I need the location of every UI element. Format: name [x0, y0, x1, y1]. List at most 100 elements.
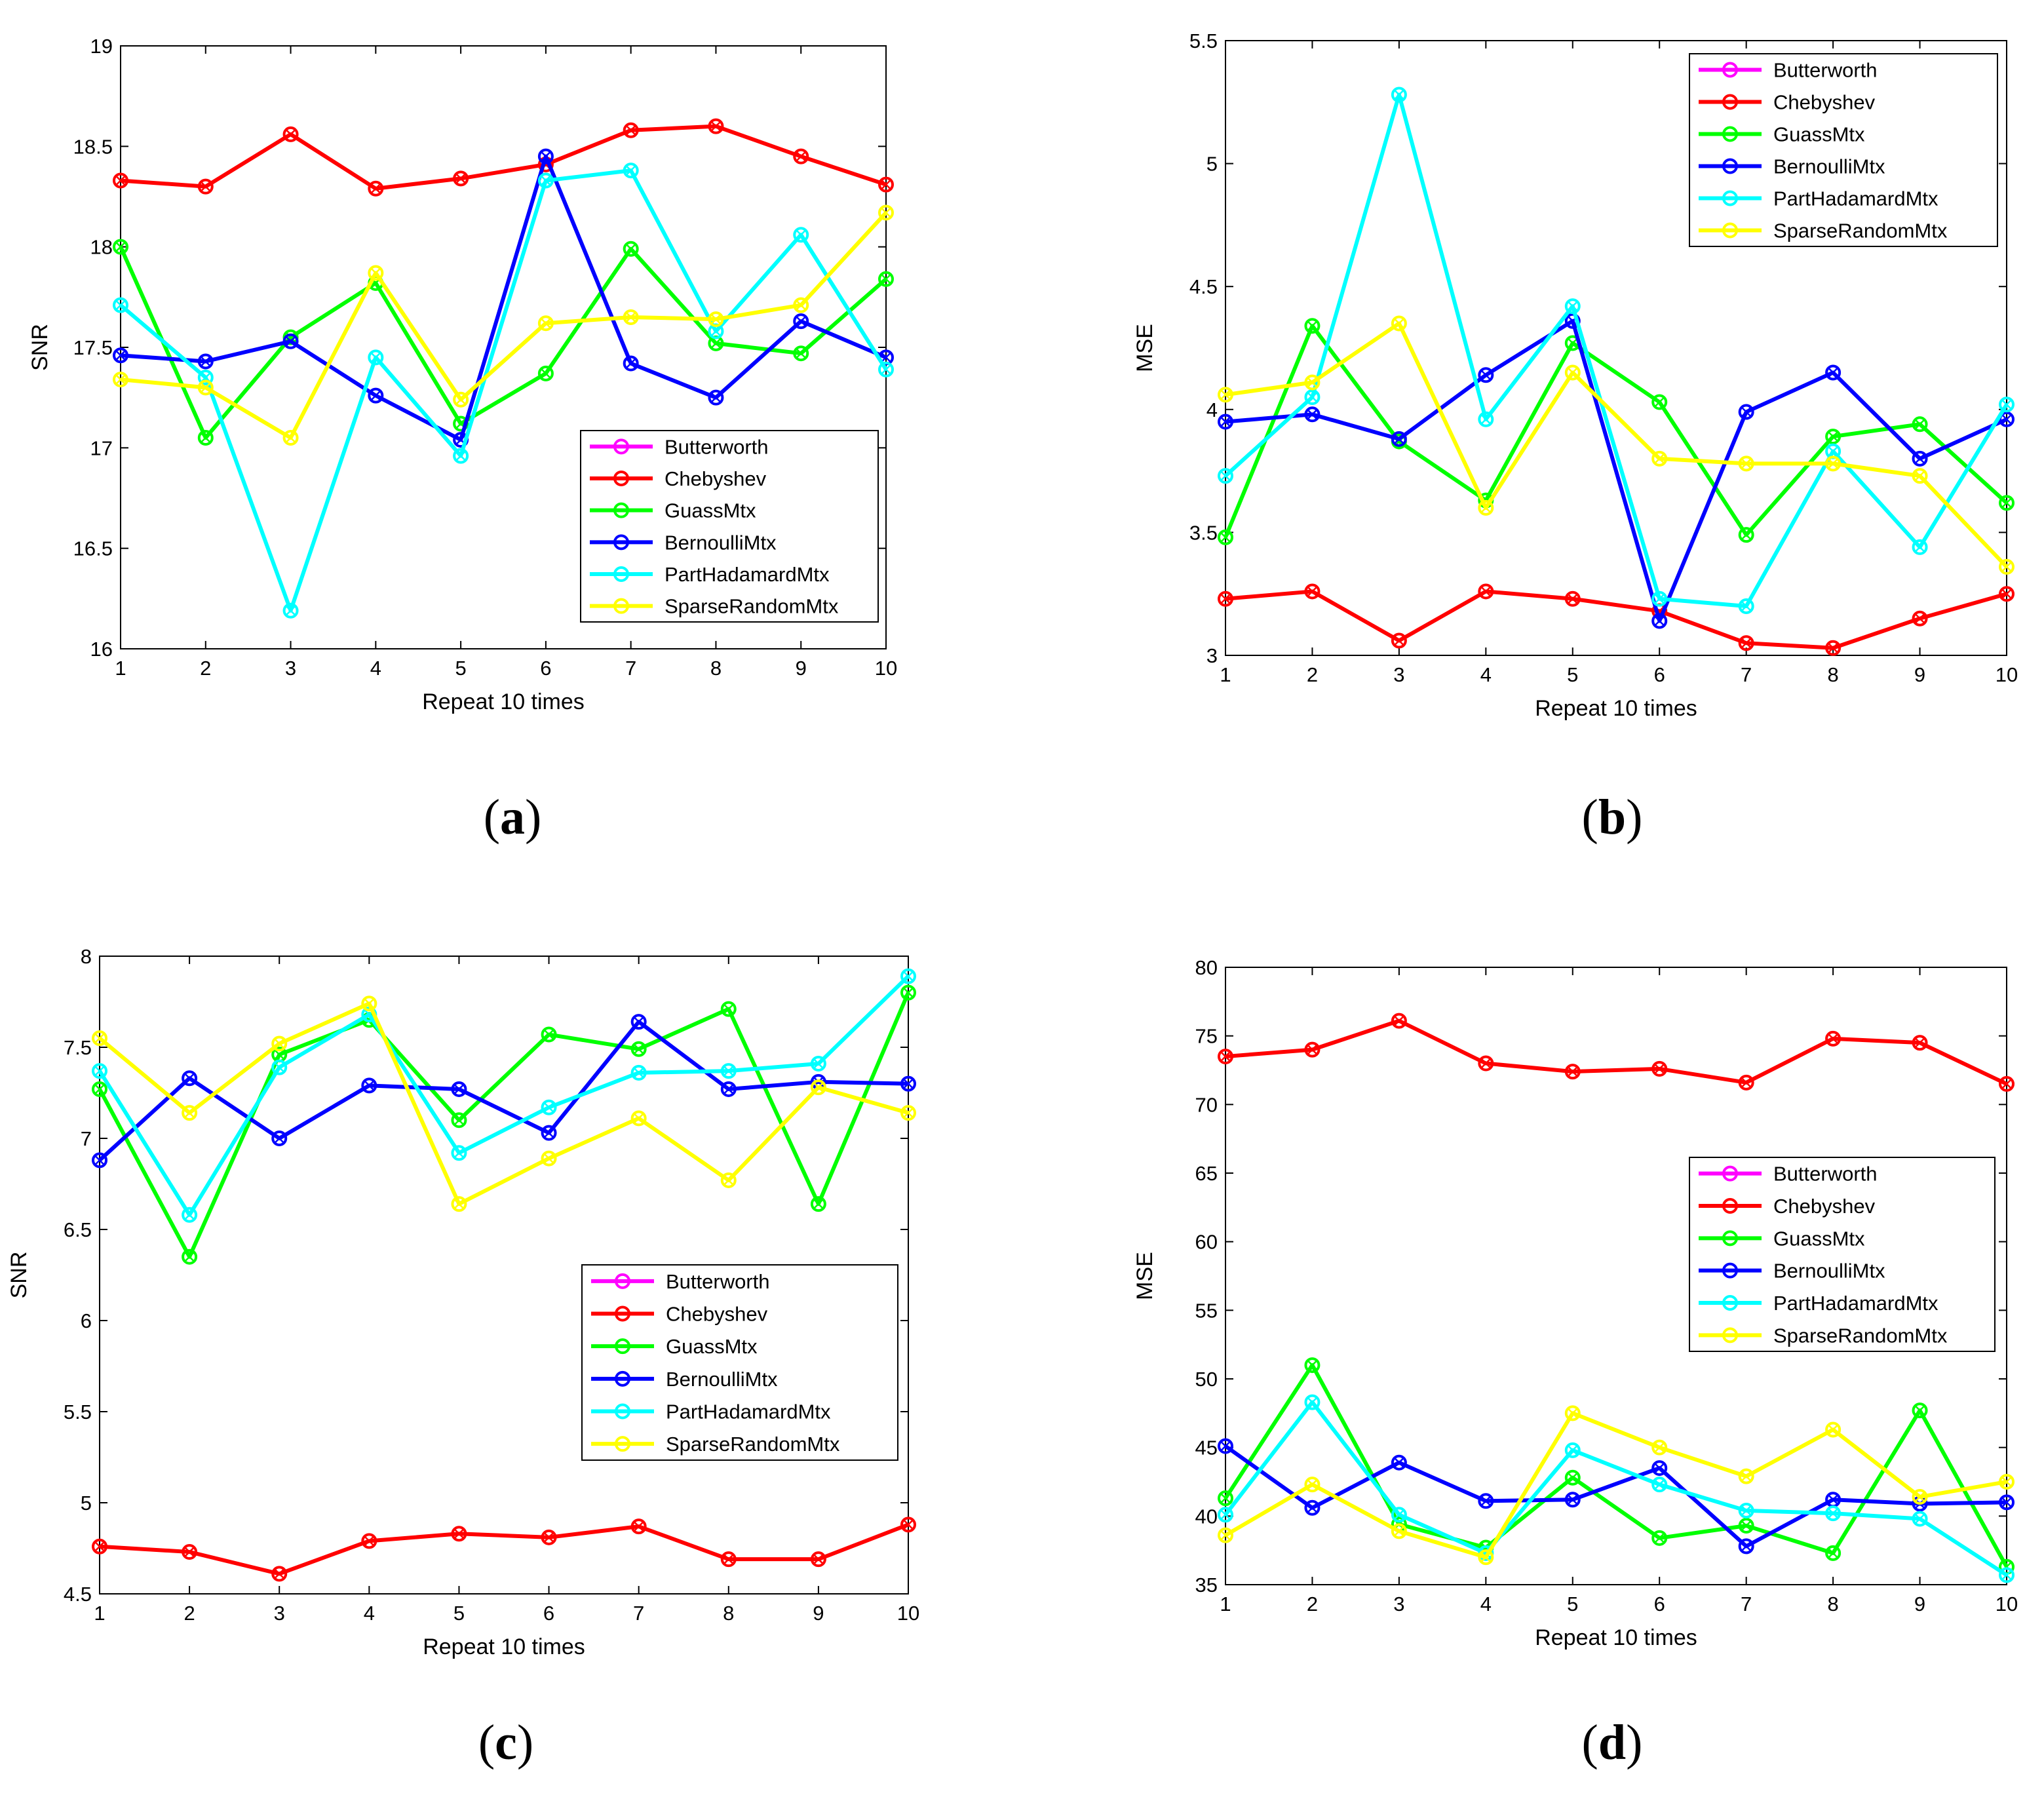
data-point-parthadamardmtx: [1738, 1502, 1754, 1518]
data-point-guassmtx: [878, 271, 894, 287]
x-tick-label: 9: [1914, 663, 1925, 686]
data-point-parthadamardmtx: [900, 968, 916, 984]
data-point-marker-cross: [2002, 414, 2011, 424]
data-point-marker-cross: [1307, 587, 1317, 596]
legend-marker-parthadamardmtx: [1722, 1295, 1738, 1311]
data-point-parthadamardmtx: [92, 1063, 107, 1079]
series-line-sparserandommtx: [98, 1001, 909, 1207]
y-tick-label: 80: [1195, 956, 1218, 979]
data-point-marker-cross: [1915, 471, 1925, 480]
data-point-chebyshev: [878, 176, 894, 193]
data-point-sparserandommtx: [1651, 1439, 1668, 1456]
data-point-marker-cross: [1307, 1045, 1317, 1054]
x-tick-label: 6: [1654, 1593, 1665, 1615]
data-point-marker-cross: [201, 373, 210, 382]
y-axis-label: SNR: [7, 1252, 31, 1299]
legend-marker-chebyshev: [615, 1305, 630, 1322]
data-point-guassmtx: [113, 239, 128, 255]
data-point-marker-cross: [185, 1252, 194, 1262]
data-point-bernoullimtx: [1304, 406, 1321, 423]
y-tick-label: 18.5: [73, 135, 113, 158]
data-point-chebyshev: [271, 1566, 288, 1582]
y-tick-label: 5: [1206, 153, 1218, 176]
data-point-marker-cross: [116, 176, 125, 185]
x-tick-label: 3: [274, 1602, 285, 1625]
series-line-chebyshev: [1225, 1018, 2008, 1086]
x-tick-label: 2: [200, 657, 211, 680]
data-point-marker-cross: [1221, 471, 1230, 480]
data-point-marker-cross: [541, 151, 550, 161]
data-point-parthadamardmtx: [368, 349, 384, 366]
data-point-sparserandommtx: [1738, 1468, 1754, 1484]
data-point-marker-cross: [2002, 400, 2011, 410]
data-point-marker-cross: [95, 1034, 104, 1043]
legend-label-guassmtx: GuassMtx: [666, 1335, 758, 1358]
data-point-marker-cross: [2002, 1477, 2011, 1486]
data-point-chebyshev: [182, 1544, 198, 1560]
data-point-guassmtx: [197, 430, 214, 446]
x-tick-label: 1: [94, 1602, 105, 1625]
data-point-bernoullimtx: [623, 355, 639, 372]
legend-box: [1689, 1157, 1996, 1352]
data-point-parthadamardmtx: [878, 361, 894, 377]
data-point-marker-cross: [1915, 613, 1925, 623]
data-point-marker-cross: [723, 1176, 733, 1185]
data-point-marker-cross: [626, 125, 636, 135]
data-point-marker-cross: [456, 395, 465, 404]
x-tick-label: 4: [370, 657, 381, 680]
data-point-bernoullimtx: [197, 353, 214, 370]
data-point-marker-cross: [201, 433, 210, 442]
y-tick-label: 4.5: [64, 1583, 92, 1606]
series-line-parthadamardmtx: [1224, 92, 2009, 608]
data-point-marker-cross: [95, 1085, 104, 1094]
legend-label-parthadamardmtx: PartHadamardMtx: [1773, 1292, 1938, 1315]
data-point-sparserandommtx: [541, 1150, 557, 1167]
data-point-marker-cross: [201, 383, 210, 393]
data-point-marker-cross: [1481, 1496, 1491, 1506]
data-point-marker-cross: [275, 1062, 284, 1072]
data-point-marker-cross: [626, 313, 636, 322]
data-point-sparserandommtx: [271, 1035, 288, 1052]
data-point-marker-cross: [1221, 1494, 1230, 1503]
y-tick-label: 5.5: [1189, 29, 1218, 52]
data-point-marker-cross: [1915, 1406, 1925, 1416]
data-point-parthadamardmtx: [1304, 1394, 1321, 1410]
data-point-marker-cross: [1828, 1034, 1838, 1043]
data-point-marker-cross: [1221, 1510, 1230, 1520]
data-point-parthadamardmtx: [1564, 1442, 1581, 1458]
data-point-marker-cross: [544, 1153, 554, 1163]
data-point-chebyshev: [451, 1526, 467, 1542]
data-point-marker-cross: [711, 393, 721, 402]
x-tick-label: 4: [1480, 1593, 1492, 1615]
y-tick-label: 40: [1195, 1505, 1218, 1528]
data-point-guassmtx: [720, 1001, 737, 1017]
y-tick-label: 16.5: [73, 537, 113, 560]
data-point-marker-cross: [1828, 1509, 1838, 1518]
data-point-bernoullimtx: [361, 1077, 377, 1094]
data-point-marker-cross: [711, 315, 721, 324]
data-point-bernoullimtx: [720, 1081, 737, 1097]
x-tick-label: 9: [813, 1602, 824, 1625]
data-point-marker-cross: [2002, 498, 2011, 508]
y-tick-label: 17.5: [73, 336, 113, 359]
data-point-sparserandommtx: [708, 311, 724, 328]
data-point-marker-cross: [95, 1066, 104, 1076]
data-point-bernoullimtx: [630, 1014, 647, 1030]
data-point-bernoullimtx: [113, 347, 128, 364]
legend-box: [581, 1264, 898, 1461]
data-point-chebyshev: [1999, 586, 2015, 602]
data-point-sparserandommtx: [197, 379, 214, 396]
legend-label-parthadamardmtx: PartHadamardMtx: [1773, 187, 1938, 210]
data-point-bernoullimtx: [793, 313, 809, 330]
data-point-marker-cross: [371, 391, 381, 400]
data-point-sparserandommtx: [1304, 374, 1321, 391]
data-point-parthadamardmtx: [197, 370, 214, 385]
data-point-guassmtx: [1738, 527, 1754, 543]
data-point-marker-cross: [904, 971, 913, 981]
panel-caption-letter: a: [500, 790, 525, 845]
data-point-marker-cross: [1481, 414, 1491, 424]
data-point-marker-cross: [1568, 594, 1577, 604]
data-point-marker-cross: [881, 353, 891, 362]
data-point-parthadamardmtx: [1218, 468, 1233, 484]
